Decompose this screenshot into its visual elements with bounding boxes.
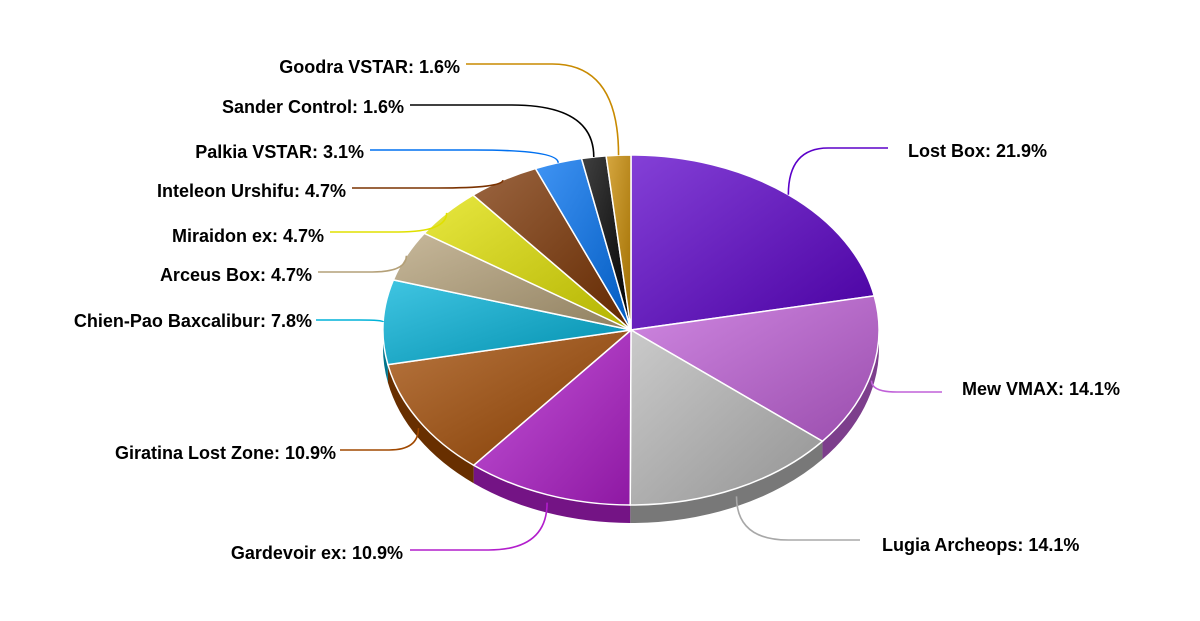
leader-line [466, 63, 620, 156]
leader-lines [316, 63, 942, 551]
leader-line [330, 212, 448, 233]
pie-slice [605, 154, 632, 331]
pie-slice [386, 328, 634, 467]
leader-line [870, 380, 942, 393]
slice-side [473, 465, 631, 523]
leader-line [340, 428, 420, 451]
slice-label: Mew VMAX: 14.1% [962, 379, 1120, 399]
pie-slice [630, 154, 876, 331]
slice-label: Giratina Lost Zone: 10.9% [115, 443, 336, 463]
leader-line [316, 319, 385, 323]
leader-line [370, 149, 559, 163]
leader-line [735, 496, 860, 541]
pie-slice [629, 328, 824, 506]
slice-labels: Lost Box: 21.9% Mew VMAX: 14.1% Lugia Arch… [74, 57, 1120, 563]
slice-label: Miraidon ex: 4.7% [172, 226, 324, 246]
slice-label: Arceus Box: 4.7% [160, 265, 312, 285]
pie-slice [628, 295, 880, 443]
pie-slices [382, 154, 880, 506]
leader-line [787, 147, 888, 195]
leader-line [352, 179, 504, 189]
slice-label: Goodra VSTAR: 1.6% [279, 57, 460, 77]
leader-line [410, 104, 595, 157]
pie-slice [472, 328, 632, 506]
slice-label: Chien-Pao Baxcalibur: 7.8% [74, 311, 312, 331]
slice-side [387, 364, 474, 484]
slice-label: Lost Box: 21.9% [908, 141, 1047, 161]
slice-label: Inteleon Urshifu: 4.7% [157, 181, 346, 201]
pie-slice [382, 279, 632, 366]
slice-label: Lugia Archeops: 14.1% [882, 535, 1079, 555]
slice-side [822, 330, 879, 460]
slice-label: Palkia VSTAR: 3.1% [195, 142, 364, 162]
leader-line [410, 502, 548, 551]
leader-line [318, 255, 408, 273]
slice-label: Gardevoir ex: 10.9% [231, 543, 403, 563]
slice-label: Sander Control: 1.6% [222, 97, 404, 117]
